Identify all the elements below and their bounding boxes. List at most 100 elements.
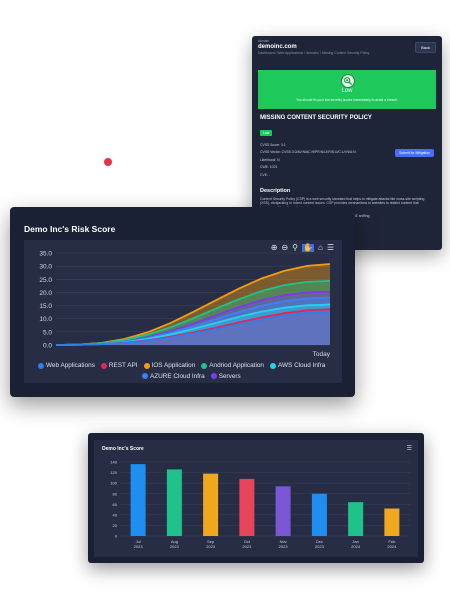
y-tick-label: 0.0	[43, 343, 52, 350]
risk-chart-area: 0.0 5.0 10.0 15.0 20.0 25.0 30.0 35.0 Today ⊕ ⊖ …	[24, 240, 342, 383]
series-area	[56, 280, 330, 345]
legend-item[interactable]: REST API	[100, 361, 138, 370]
vulnerability-title: MISSING CONTENT SECURITY POLICY	[260, 115, 372, 121]
x-tick-label: 2023	[206, 544, 216, 549]
x-tick-label: 2023	[242, 544, 252, 549]
bar-chart-area: 0 20 40 60 80 100 120 140 Jul 2023 Aug 2023 Sep 2023 O…	[94, 440, 418, 557]
cve: CVE: -	[260, 172, 270, 177]
bug-search-icon	[341, 74, 355, 88]
y-tick-label: 20	[113, 523, 118, 528]
y-tick-label: 60	[113, 502, 118, 507]
x-tick-label: Nov	[280, 539, 287, 544]
bar-chart-svg: 020406080100120140Jul2023Aug2023Sep2023O…	[110, 460, 410, 549]
legend-marker	[269, 362, 276, 369]
x-tick-label: 2024	[387, 544, 397, 549]
legend-item[interactable]: Web Applications	[38, 361, 95, 370]
x-tick-label: Jul	[136, 539, 141, 544]
x-tick-label: 2023	[279, 544, 289, 549]
x-tick-label: Aug	[171, 539, 178, 544]
y-tick-label: 20.0	[39, 290, 52, 297]
y-tick-label: 80	[113, 491, 118, 496]
legend-label: Web Applications	[46, 362, 95, 369]
domain-label: domain	[258, 39, 270, 43]
decorative-dot	[104, 158, 112, 166]
y-tick-label: 10.0	[39, 316, 52, 323]
x-tick-label: 2024	[351, 544, 361, 549]
bar	[130, 464, 146, 536]
chart-toolbar: ⊕ ⊖ ⚲ ✋ ⌂ ☰	[271, 244, 334, 252]
magnify-icon[interactable]: ⚲	[292, 243, 299, 252]
x-tick-label: 2023	[315, 544, 325, 549]
legend-row: AZURE Cloud Infra Servers	[38, 372, 338, 383]
legend-label: AZURE Cloud Infra	[150, 372, 205, 380]
x-tick-label: Sep	[207, 539, 215, 544]
x-tick-label: Oct	[244, 539, 251, 544]
severity-badge: Low	[260, 130, 273, 136]
cvss-score: CVSS Score: 3.1	[260, 142, 286, 147]
y-tick-label: 35.0	[39, 251, 52, 258]
x-tick-label: Jan	[352, 539, 358, 544]
legend-label: Servers	[218, 372, 241, 380]
legend-marker	[201, 362, 208, 369]
y-tick-label: 0	[115, 534, 118, 539]
vulnerability-body: MISSING CONTENT SECURITY POLICY Low CVSS…	[252, 109, 442, 219]
legend-marker	[142, 373, 148, 379]
bar	[348, 502, 364, 536]
legend-item[interactable]: Andriod Application	[201, 361, 264, 370]
y-tick-label: 100	[110, 481, 117, 486]
likelihood: Likelihood: N	[260, 157, 280, 162]
legend-row: Web Applications REST API IOS Application A…	[38, 361, 338, 372]
cwe: CWE: 1021	[260, 165, 278, 169]
severity-label: Low	[341, 88, 353, 94]
bar	[203, 473, 219, 536]
x-tick-label: 2023	[170, 544, 180, 549]
severity-note: You should fix your low severity issues …	[296, 98, 398, 102]
legend-label: Andriod Application	[209, 362, 264, 369]
y-tick-label: 40	[113, 512, 118, 517]
chart-legend: Web Applications REST API IOS Application A…	[38, 361, 338, 382]
site-name: demoinc.com	[258, 44, 297, 50]
submit-mitigation-button[interactable]: Submit for Mitigation	[395, 149, 434, 157]
risk-chart-svg: 0.0 5.0 10.0 15.0 20.0 25.0 30.0 35.0 Today	[39, 251, 331, 359]
breadcrumb[interactable]: Dashboard / Web Applications / demoinc /…	[258, 51, 370, 55]
score-bar-card: 0 20 40 60 80 100 120 140 Jul 2023 Aug 2023 Sep 2023 O…	[88, 433, 424, 563]
bar	[311, 493, 327, 536]
series-area	[56, 264, 330, 345]
x-tick-label: Dec	[316, 539, 323, 544]
panel-header: domain demoinc.com Dashboard / Web Appli…	[252, 36, 442, 64]
zoom-out-icon[interactable]: ⊖	[281, 243, 289, 252]
x-tick-label: 2023	[134, 544, 144, 549]
legend-item[interactable]: IOS Application	[143, 361, 196, 370]
legend-item[interactable]: Servers	[210, 372, 241, 381]
x-tick-label: Feb	[388, 539, 396, 544]
y-tick-label: 120	[110, 470, 117, 475]
risk-chart-title: Demo Inc's Risk Score	[24, 224, 116, 234]
home-icon[interactable]: ⌂	[317, 243, 323, 252]
legend-item[interactable]: AWS Cloud Infra	[269, 361, 326, 370]
y-tick-label: 140	[110, 460, 117, 465]
cvss-vector: CVSS Vector: CVSS:3.0/AV:N/AC:H/PR:N/UI:…	[260, 150, 356, 154]
series-line	[55, 311, 331, 346]
y-tick-label: 25.0	[39, 277, 52, 284]
legend-label: IOS Application	[151, 362, 196, 369]
menu-icon[interactable]: ☰	[326, 243, 334, 252]
y-tick-label: 30.0	[39, 264, 52, 271]
series-area	[56, 297, 330, 345]
zoom-in-icon[interactable]: ⊕	[270, 243, 278, 252]
legend-marker	[38, 362, 44, 369]
legend-label: REST API	[108, 362, 138, 369]
legend-item[interactable]: AZURE Cloud Infra	[142, 372, 205, 381]
legend-marker	[210, 373, 217, 379]
legend-marker	[143, 362, 150, 369]
bar-chart-title: Demo Inc's Score	[102, 446, 144, 452]
x-tick-label: Today	[313, 351, 331, 358]
pan-icon[interactable]: ✋	[302, 243, 314, 252]
legend-marker	[100, 362, 107, 369]
chart-menu-icon[interactable]: ☰	[406, 446, 412, 452]
bar	[384, 508, 400, 536]
description-heading: Description	[260, 187, 291, 194]
bar	[239, 478, 255, 536]
legend-label: AWS Cloud Infra	[277, 362, 326, 369]
back-button[interactable]: Back	[415, 42, 436, 53]
bar	[275, 486, 291, 536]
